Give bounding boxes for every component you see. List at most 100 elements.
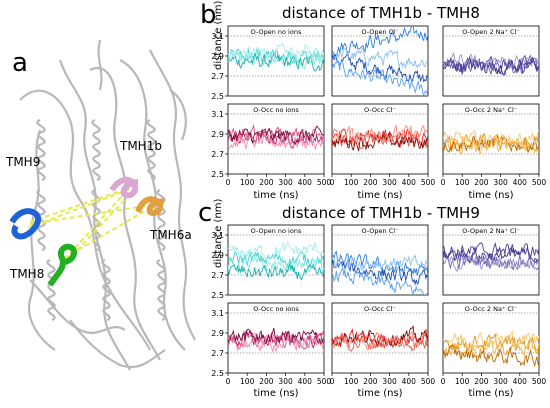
plot-panel: O-Occ no ions 2.5 2.7 2.9 3.1 0 100 200 300 400 50… xyxy=(211,103,332,201)
x-axis-label: time (ns) xyxy=(468,190,513,201)
x-tick-label: 400 xyxy=(298,178,313,187)
x-tick-label: 300 xyxy=(382,178,397,187)
label-tmh8: TMH8 xyxy=(10,267,45,281)
panel-label-c: c xyxy=(198,198,213,228)
helix-coil xyxy=(36,118,46,182)
plot-panel: O-Occ 2 Na⁺ Cl⁻ 0 100 200 300 400 500 time (ns) xyxy=(441,103,547,201)
panel-title: O-Occ 2 Na⁺ Cl⁻ xyxy=(465,305,517,313)
tmh1b-helix xyxy=(109,176,139,199)
series-line xyxy=(228,123,324,146)
panel-title: O-Occ 2 Na⁺ Cl⁻ xyxy=(465,106,517,114)
series-line xyxy=(228,131,324,151)
x-tick-label: 0 xyxy=(441,377,446,386)
y-tick-label: 2.5 xyxy=(211,92,224,101)
chart-title-top: distance of TMH1b - TMH8 xyxy=(282,4,480,22)
y-tick-label: 2.9 xyxy=(211,329,224,338)
ribbon-strand xyxy=(149,49,196,341)
series-line xyxy=(332,123,428,144)
series-line xyxy=(228,332,324,354)
x-tick-label: 500 xyxy=(421,377,436,386)
plot-panel: O-Open 2 Na⁺ Cl⁻ xyxy=(442,25,540,97)
ribbon-strand xyxy=(29,279,126,334)
series-line xyxy=(228,41,324,63)
x-axis-label: time (ns) xyxy=(468,388,513,399)
panel-title: O-Open no ions xyxy=(251,28,302,36)
x-axis-label: time (ns) xyxy=(357,190,402,201)
x-tick-label: 100 xyxy=(240,178,255,187)
y-tick-label: 2.7 xyxy=(211,150,224,159)
x-tick-label: 400 xyxy=(402,178,417,187)
panel-title: O-Open no ions xyxy=(251,227,302,235)
chart-title-bottom: distance of TMH1b - TMH9 xyxy=(282,204,480,222)
series-line xyxy=(332,46,428,70)
x-tick-label: 300 xyxy=(278,178,293,187)
x-tick-label: 100 xyxy=(240,377,255,386)
x-tick-label: 100 xyxy=(344,377,359,386)
x-axis-label: time (ns) xyxy=(253,190,298,201)
plot-frame xyxy=(331,224,429,296)
panel-title: O-Occ Cl⁻ xyxy=(364,106,396,114)
series-line xyxy=(443,332,539,353)
plot-panel: O-Open no ions 2.5 2.7 2.9 3.1 xyxy=(211,25,325,101)
series-line xyxy=(228,262,324,281)
x-tick-label: 300 xyxy=(493,377,508,386)
series-line xyxy=(332,59,428,96)
label-tmh1b: TMH1b xyxy=(120,139,162,153)
panel-label-b: b xyxy=(200,0,217,30)
y-tick-label: 2.5 xyxy=(211,170,224,179)
y-tick-label: 2.9 xyxy=(211,251,224,260)
x-tick-label: 300 xyxy=(493,178,508,187)
x-tick-label: 500 xyxy=(317,178,332,187)
series-line xyxy=(332,53,428,83)
plot-panel: O-Occ Cl⁻ 0 100 200 300 400 500 time (ns) xyxy=(330,302,436,399)
helix-coil xyxy=(101,258,111,322)
series-line xyxy=(332,254,428,273)
panel-title: O-Occ Cl⁻ xyxy=(364,305,396,313)
series-line xyxy=(443,254,539,273)
x-tick-label: 100 xyxy=(344,178,359,187)
series-line xyxy=(332,129,428,150)
series-line xyxy=(443,54,539,76)
series-line xyxy=(443,129,539,151)
x-tick-label: 500 xyxy=(532,377,547,386)
x-axis-label: time (ns) xyxy=(357,388,402,399)
x-tick-label: 0 xyxy=(330,178,335,187)
x-tick-label: 200 xyxy=(363,178,378,187)
y-tick-label: 2.5 xyxy=(211,369,224,378)
distance-line xyxy=(63,193,125,261)
x-tick-label: 400 xyxy=(513,377,528,386)
series-line xyxy=(332,329,428,351)
distance-plots: O-Open no ions 2.5 2.7 2.9 3.1 O-Open Cl⁻ O-Op… xyxy=(211,25,547,399)
tmh6a-helix xyxy=(135,196,165,216)
x-tick-label: 0 xyxy=(226,377,231,386)
plot-panel: O-Open no ions 2.5 2.7 2.9 3.1 xyxy=(211,224,325,300)
x-tick-label: 500 xyxy=(532,178,547,187)
x-tick-label: 0 xyxy=(226,178,231,187)
x-tick-label: 400 xyxy=(298,377,313,386)
ribbon-strand xyxy=(58,59,131,371)
label-tmh6a: TMH6a xyxy=(150,228,192,242)
x-tick-label: 100 xyxy=(455,377,470,386)
ylabel-bottom: distance (nm) xyxy=(213,198,224,268)
x-tick-label: 300 xyxy=(278,377,293,386)
y-tick-label: 3.1 xyxy=(211,309,224,318)
x-tick-label: 200 xyxy=(474,377,489,386)
series-line xyxy=(332,266,428,295)
tmh8-helix xyxy=(47,243,78,287)
series-line xyxy=(228,329,324,349)
distance-line xyxy=(29,189,125,223)
helix-coil xyxy=(36,188,46,252)
x-axis-label: time (ns) xyxy=(253,388,298,399)
x-tick-label: 400 xyxy=(402,377,417,386)
series-line xyxy=(332,26,428,57)
y-tick-label: 2.7 xyxy=(211,72,224,81)
series-line xyxy=(443,330,539,350)
helix-coil xyxy=(146,118,156,182)
plot-frame xyxy=(331,25,429,97)
y-tick-label: 2.7 xyxy=(211,271,224,280)
panel-title: O-Open 2 Na⁺ Cl⁻ xyxy=(462,28,520,36)
ribbon-strand xyxy=(19,89,151,351)
plot-panel: O-Occ no ions 2.5 2.7 2.9 3.1 0 100 200 300 400 50… xyxy=(211,302,331,399)
x-tick-label: 400 xyxy=(513,178,528,187)
plot-panel: O-Open Cl⁻ xyxy=(331,25,429,97)
